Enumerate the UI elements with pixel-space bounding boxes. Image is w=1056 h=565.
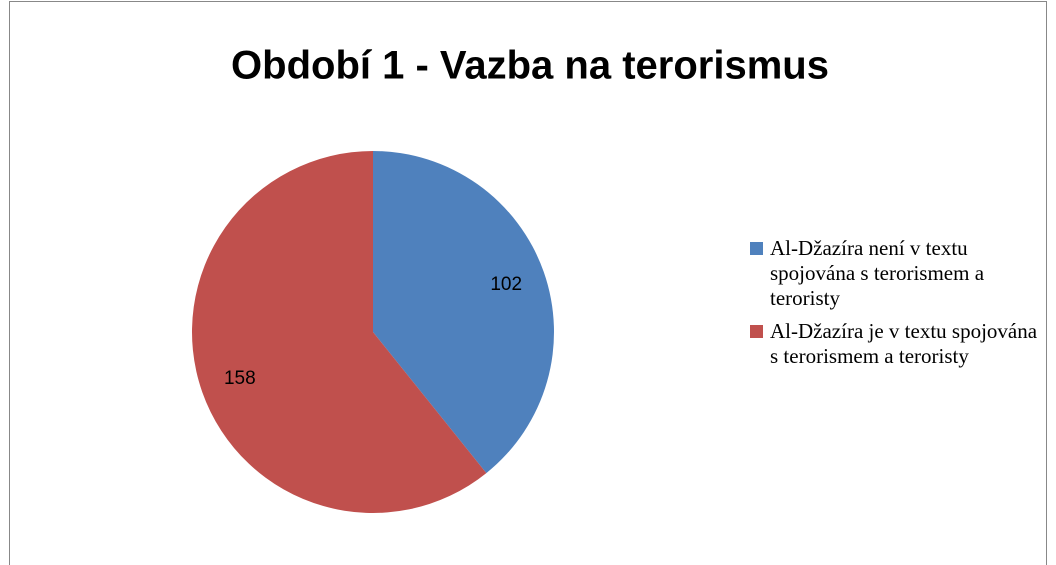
legend-swatch [750,325,763,338]
legend-label: Al-Džazíra je v textu spojována s terori… [770,319,1038,368]
chart-title: Období 1 - Vazba na terorismus [231,44,829,88]
pie-slice [191,151,487,513]
data-label: 102 [490,274,522,295]
legend-swatch [750,242,763,255]
legend-item: Al-Džazíra je v textu spojována s terori… [750,319,1045,369]
chart-border [9,1,1047,565]
legend-item: Al-Džazíra není v textu spojována s tero… [750,236,1045,311]
data-label: 158 [224,368,256,389]
legend: Al-Džazíra není v textu spojována s tero… [750,236,1045,377]
legend-label: Al-Džazíra není v textu spojována s tero… [770,236,985,310]
pie-slice [373,151,554,474]
